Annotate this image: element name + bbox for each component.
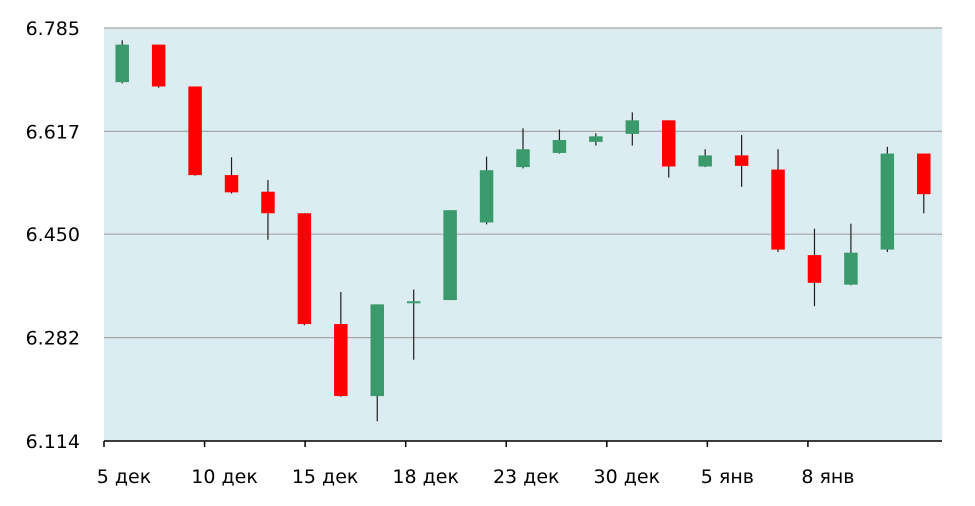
candle-body-down xyxy=(188,86,202,176)
candle-body-up xyxy=(880,153,895,250)
x-tick-label: 18 дек xyxy=(392,466,459,488)
candles xyxy=(115,40,931,422)
y-tick-label: 6.282 xyxy=(26,328,80,350)
x-tick-label: 5 янв xyxy=(701,466,754,488)
candle-body-up xyxy=(552,140,567,153)
x-tick-label: 30 дек xyxy=(594,466,661,488)
candle-body-down xyxy=(151,44,166,87)
candle-body-up xyxy=(625,120,640,134)
y-tick-label: 6.450 xyxy=(26,224,80,246)
candle-body-down xyxy=(917,153,931,195)
candle-body-down xyxy=(297,213,312,325)
x-tick-label: 8 янв xyxy=(801,466,854,488)
x-tick-label: 23 дек xyxy=(493,466,560,488)
candle-body-down xyxy=(224,175,239,193)
candle-body-up xyxy=(844,252,858,285)
candle-body-up xyxy=(443,210,457,301)
candle-body-down xyxy=(734,155,749,166)
candle-body-down xyxy=(261,191,275,214)
candle-body-up xyxy=(589,136,603,142)
candle-body-up xyxy=(115,44,129,83)
candle-body-up xyxy=(698,155,712,167)
x-tick-label: 15 дек xyxy=(292,466,359,488)
y-tick-label: 6.785 xyxy=(26,18,80,40)
candle-body-up xyxy=(516,149,530,168)
x-axis: 5 дек 10 дек 15 дек 18 дек 23 дек 30 дек 5 янв… xyxy=(97,440,942,488)
candle-body-up xyxy=(479,170,494,223)
candle-body-down xyxy=(771,169,785,250)
candle-body-down xyxy=(807,255,822,283)
x-tick-label: 5 дек xyxy=(97,466,151,488)
candle-body-down xyxy=(334,324,348,397)
y-tick-label: 6.617 xyxy=(26,121,80,143)
candle-body-down xyxy=(661,120,676,167)
y-tick-label: 6.114 xyxy=(26,431,80,453)
y-axis-labels: 6.785 6.617 6.450 6.282 6.114 xyxy=(26,18,80,453)
candle-body-up xyxy=(406,301,421,304)
x-tick-label: 10 дек xyxy=(191,466,258,488)
candle-body-up xyxy=(370,304,385,397)
